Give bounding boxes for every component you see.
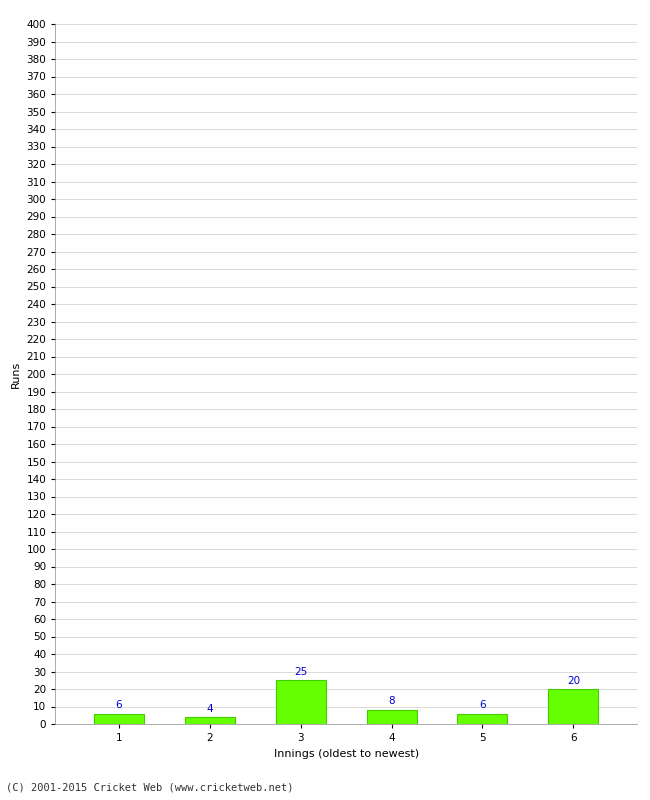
- Text: 6: 6: [479, 700, 486, 710]
- X-axis label: Innings (oldest to newest): Innings (oldest to newest): [274, 749, 419, 758]
- Bar: [367, 710, 417, 724]
- Bar: [276, 680, 326, 724]
- Y-axis label: Runs: Runs: [11, 360, 21, 388]
- Bar: [458, 714, 508, 724]
- Text: 8: 8: [388, 697, 395, 706]
- Bar: [185, 717, 235, 724]
- Text: 20: 20: [567, 675, 580, 686]
- Text: 6: 6: [116, 700, 122, 710]
- Text: 25: 25: [294, 666, 307, 677]
- Bar: [94, 714, 144, 724]
- Text: 4: 4: [207, 703, 213, 714]
- Bar: [549, 689, 599, 724]
- Text: (C) 2001-2015 Cricket Web (www.cricketweb.net): (C) 2001-2015 Cricket Web (www.cricketwe…: [6, 782, 294, 792]
